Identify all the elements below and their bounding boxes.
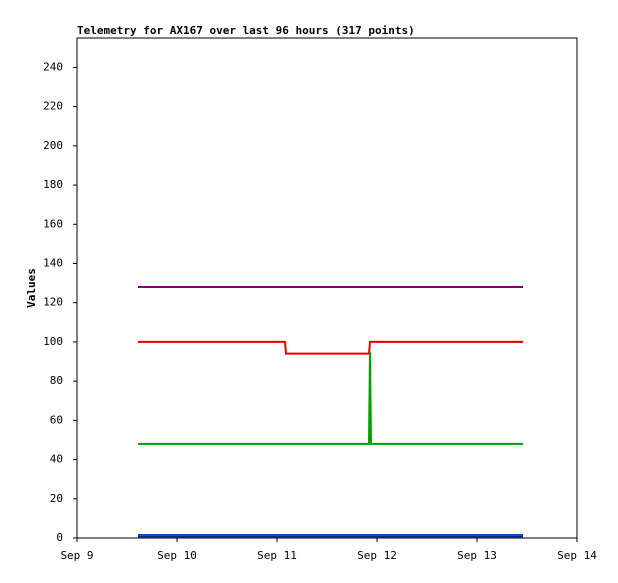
y-tick-label: 40 [50, 453, 63, 466]
y-tick-label: 0 [56, 531, 63, 544]
y-tick-label: 180 [43, 178, 63, 191]
y-tick-label: 120 [43, 296, 63, 309]
y-tick-label: 80 [50, 374, 63, 387]
y-tick-label: 220 [43, 100, 63, 113]
series-line [138, 351, 523, 445]
x-tick-label: Sep 11 [257, 549, 297, 562]
x-tick-label: Sep 12 [357, 549, 397, 562]
x-tick-label: Sep 10 [157, 549, 197, 562]
y-tick-label: 200 [43, 139, 63, 152]
x-tick-label: Sep 9 [60, 549, 93, 562]
y-tick-label: 160 [43, 217, 63, 230]
y-tick-label: 60 [50, 413, 63, 426]
chart-title: Telemetry for AX167 over last 96 hours (… [77, 24, 415, 37]
y-axis-label: Values [25, 268, 38, 308]
series-line [138, 340, 523, 355]
y-tick-label: 140 [43, 256, 63, 269]
x-tick-label: Sep 13 [457, 549, 497, 562]
y-tick-label: 100 [43, 335, 63, 348]
y-tick-label: 20 [50, 492, 63, 505]
y-tick-label: 240 [43, 60, 63, 73]
x-tick-label: Sep 14 [557, 549, 597, 562]
